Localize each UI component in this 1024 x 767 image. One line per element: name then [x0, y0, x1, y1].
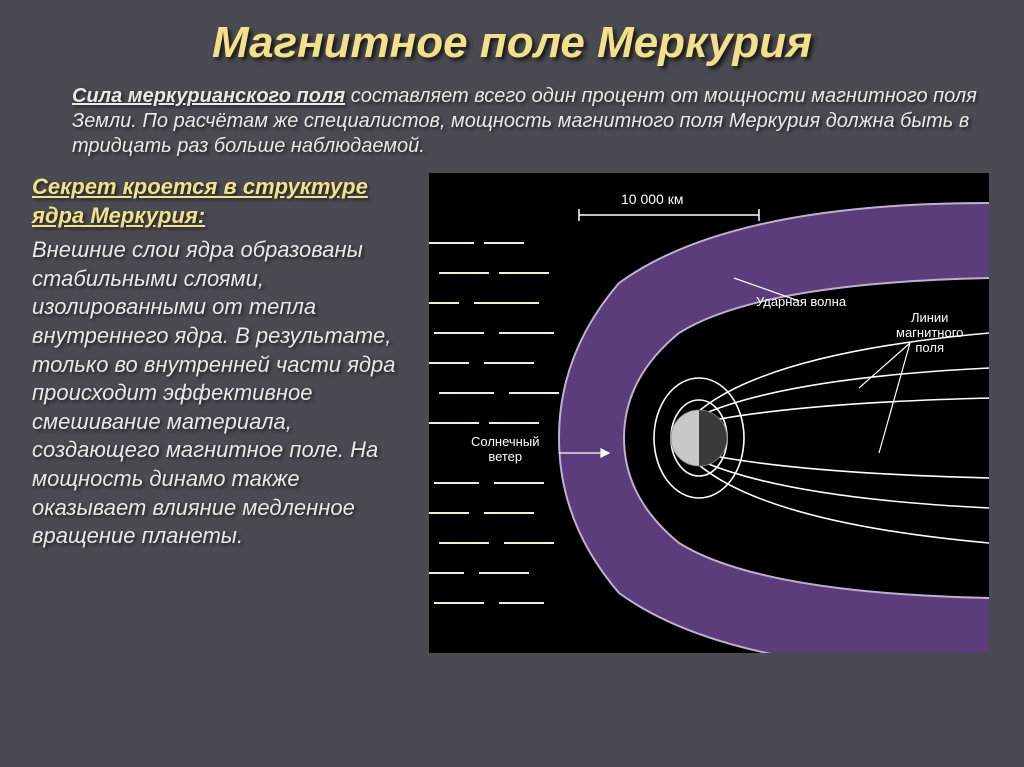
solar-wind-label: Солнечный ветер	[471, 435, 539, 465]
scale-bar-label: 10 000 км	[621, 191, 683, 207]
planet-mercury	[671, 410, 727, 466]
diagram-svg	[426, 173, 992, 653]
slide: Магнитное поле Меркурия Сила меркурианск…	[0, 0, 1024, 767]
bow-shock-label: Ударная волна	[756, 295, 846, 310]
left-column: Секрет кроется в структуре ядра Меркурия…	[32, 173, 412, 653]
slide-title: Магнитное поле Меркурия	[32, 18, 992, 68]
intro-paragraph: Сила меркурианского поля составляет всег…	[32, 84, 992, 159]
subheading-line1: Секрет кроется в структуре	[32, 173, 412, 202]
two-column-layout: Секрет кроется в структуре ядра Меркурия…	[32, 173, 992, 653]
intro-lead: Сила меркурианского поля	[72, 85, 345, 107]
subheading: Секрет кроется в структуре ядра Меркурия…	[32, 173, 412, 230]
field-lines-label: Линии магнитного поля	[896, 311, 963, 356]
body-paragraph: Внешние слои ядра образованы стабильными…	[32, 236, 412, 551]
subheading-line2: ядра Меркурия:	[32, 202, 412, 231]
magnetosphere-diagram: 10 000 км Ударная волна Линии магнитного…	[426, 173, 992, 653]
